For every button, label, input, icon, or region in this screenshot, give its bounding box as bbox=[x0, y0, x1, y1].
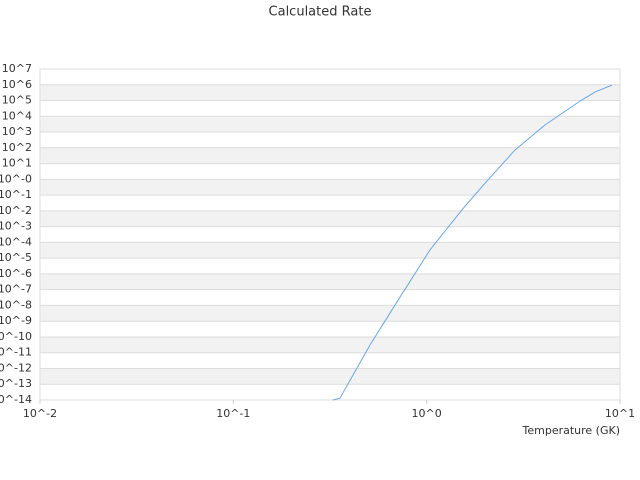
grid-band bbox=[40, 116, 620, 133]
grid-band bbox=[40, 179, 620, 196]
y-tick-label: 10^-2 bbox=[0, 204, 32, 217]
data-line bbox=[332, 84, 613, 401]
y-tick-label: 10^3 bbox=[2, 125, 32, 138]
y-tick-label: 10^2 bbox=[2, 141, 32, 154]
y-tick-label: 10^-5 bbox=[0, 251, 32, 264]
y-tick-label: 10^-6 bbox=[0, 267, 32, 280]
y-tick-label: 10^-7 bbox=[0, 283, 32, 296]
x-tick-label: 10^1 bbox=[605, 407, 635, 420]
grid-band bbox=[40, 336, 620, 353]
y-tick-label: 10^4 bbox=[2, 109, 32, 122]
grid-band bbox=[40, 368, 620, 385]
grid-band bbox=[40, 147, 620, 164]
grid-band bbox=[40, 210, 620, 227]
y-tick-label: 10^-12 bbox=[0, 361, 32, 374]
y-tick-label: 10^-4 bbox=[0, 235, 32, 248]
y-tick-label: 10^5 bbox=[2, 94, 32, 107]
grid-band bbox=[40, 273, 620, 290]
grid-band bbox=[40, 84, 620, 101]
y-tick-label: 10^6 bbox=[2, 78, 32, 91]
x-tick-label: 10^-1 bbox=[216, 407, 250, 420]
x-axis-label: Temperature (GK) bbox=[522, 424, 621, 437]
chart-title: Calculated Rate bbox=[269, 5, 372, 20]
y-tick-label: 10^-13 bbox=[0, 377, 32, 390]
y-tick-label: 10^-10 bbox=[0, 330, 32, 343]
y-tick-label: 10^7 bbox=[2, 62, 32, 75]
y-tick-label: 10^1 bbox=[2, 157, 32, 170]
y-tick-label: 10^-11 bbox=[0, 346, 32, 359]
y-tick-label: 10^-14 bbox=[0, 393, 32, 406]
y-tick-label: 10^-3 bbox=[0, 220, 32, 233]
grid-band bbox=[40, 242, 620, 259]
x-tick-label: 10^0 bbox=[412, 407, 442, 420]
grid-bands bbox=[40, 84, 620, 385]
y-tick-label: 10^-1 bbox=[0, 188, 32, 201]
y-tick-label: 10^-9 bbox=[0, 314, 32, 327]
grid-band bbox=[40, 305, 620, 322]
y-tick-label: 10^-0 bbox=[0, 172, 32, 185]
plot-border bbox=[39, 68, 621, 401]
x-tick-label: 10^-2 bbox=[23, 407, 57, 420]
y-tick-label: 10^-8 bbox=[0, 298, 32, 311]
